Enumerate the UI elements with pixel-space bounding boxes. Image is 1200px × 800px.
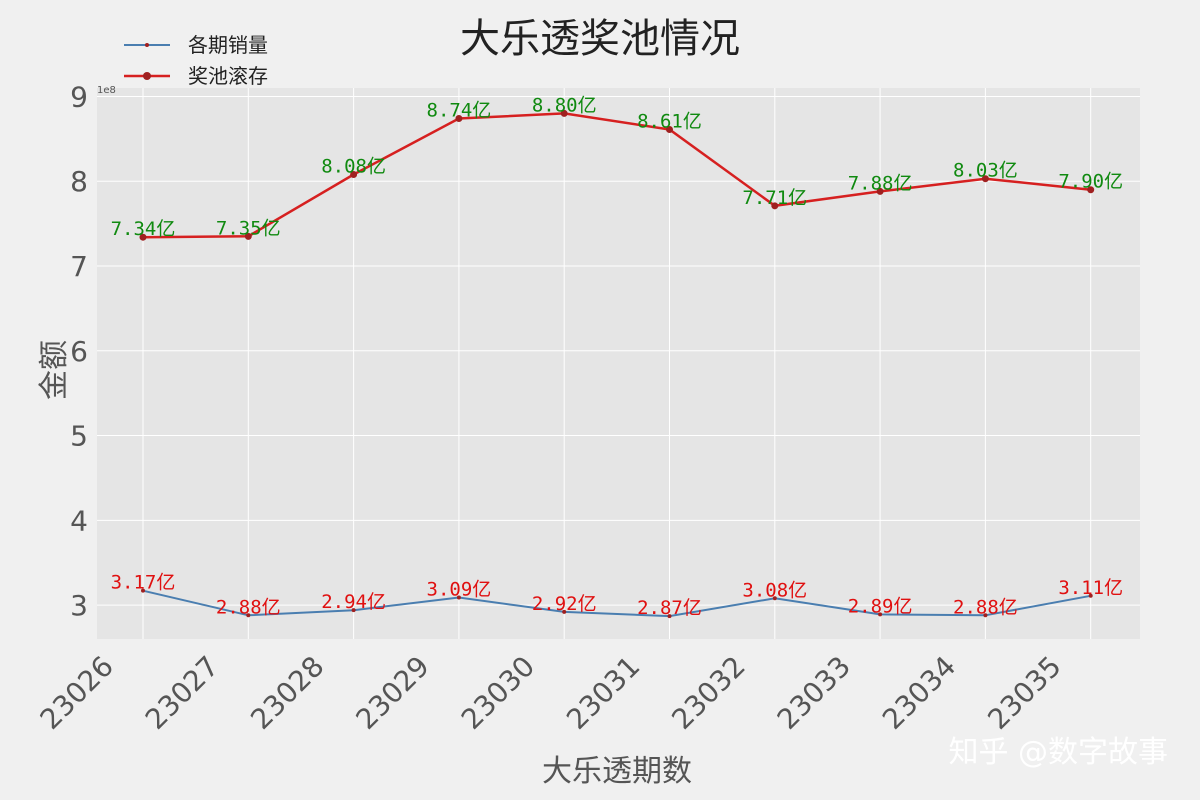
data-point-pool <box>560 109 568 117</box>
y-scale-note: 1e8 <box>97 85 116 96</box>
x-axis-label: 大乐透期数 <box>542 754 692 789</box>
legend-label-sales: 各期销量 <box>188 33 268 57</box>
y-tick-label: 4 <box>70 504 88 537</box>
data-label-sales: 3.17亿 <box>111 572 176 594</box>
data-label-sales: 2.88亿 <box>216 596 281 618</box>
data-point-pool <box>666 126 673 134</box>
data-point-pool <box>876 187 884 195</box>
data-point-pool <box>455 115 463 123</box>
data-point-pool <box>1087 186 1095 194</box>
data-label-sales: 2.87亿 <box>637 597 702 619</box>
data-point-sales <box>983 613 988 618</box>
data-point-pool <box>981 175 989 183</box>
data-label-pool: 7.71亿 <box>742 187 807 209</box>
data-label-pool: 7.34亿 <box>111 218 176 240</box>
data-point-pool <box>244 232 252 240</box>
grid-lines <box>97 88 1140 639</box>
data-label-sales: 2.88亿 <box>953 596 1018 618</box>
legend-marker-pool <box>143 72 151 80</box>
y-tick-labels: 3 4 5 6 7 8 9 <box>70 80 88 622</box>
data-label-pool: 8.74亿 <box>427 100 492 122</box>
data-point-sales <box>456 595 461 600</box>
y-tick-label: 6 <box>70 335 88 368</box>
data-label-pool: 8.03亿 <box>953 160 1018 182</box>
data-label-pool: 7.90亿 <box>1058 171 1123 193</box>
data-labels: 3.17亿 2.88亿 2.94亿 3.09亿 2.92亿 2.87亿 3.08亿 2.89亿… <box>111 94 1123 619</box>
data-point-sales <box>246 613 251 618</box>
y-tick-label: 7 <box>70 250 88 283</box>
y-tick-label: 9 <box>70 80 88 113</box>
chart-title: 大乐透奖池情况 <box>460 16 740 62</box>
data-label-pool: 7.35亿 <box>216 217 281 239</box>
y-tick-label: 5 <box>70 420 88 453</box>
data-label-sales: 2.94亿 <box>321 591 386 613</box>
data-label-sales: 3.08亿 <box>742 579 807 601</box>
legend-marker-sales <box>145 43 149 47</box>
data-point-sales <box>562 609 567 614</box>
data-point-sales <box>351 608 356 613</box>
data-label-pool: 8.61亿 <box>637 111 702 133</box>
data-label-pool: 8.80亿 <box>532 94 597 116</box>
data-label-sales: 2.92亿 <box>532 593 597 615</box>
legend: 各期销量 奖池滚存 <box>124 33 268 88</box>
data-label-sales: 3.11亿 <box>1058 577 1123 599</box>
watermark: 知乎 @数字故事 <box>948 735 1168 770</box>
data-label-sales: 2.89亿 <box>848 595 913 617</box>
data-point-sales <box>1088 593 1093 598</box>
data-point-pool <box>771 202 779 210</box>
legend-item-pool: 奖池滚存 <box>124 64 268 88</box>
y-tick-label: 8 <box>70 165 88 198</box>
series-layer <box>139 109 1095 619</box>
data-label-pool: 7.88亿 <box>848 172 913 194</box>
data-point-pool <box>139 233 147 241</box>
data-point-sales <box>878 612 883 617</box>
data-point-sales <box>667 614 672 619</box>
y-axis-label: 金额 <box>37 340 72 400</box>
legend-item-sales: 各期销量 <box>124 33 268 57</box>
series-line-sales <box>142 589 1091 618</box>
data-point-pool <box>350 170 358 178</box>
data-point-sales <box>141 588 145 593</box>
series-sales <box>141 588 1093 619</box>
series-pool <box>139 109 1095 241</box>
legend-label-pool: 奖池滚存 <box>188 64 268 88</box>
data-label-sales: 3.09亿 <box>427 578 492 600</box>
data-label-pool: 8.08亿 <box>321 155 386 177</box>
data-point-sales <box>772 596 777 601</box>
y-tick-label: 3 <box>70 589 88 622</box>
series-line-pool <box>142 112 1091 239</box>
